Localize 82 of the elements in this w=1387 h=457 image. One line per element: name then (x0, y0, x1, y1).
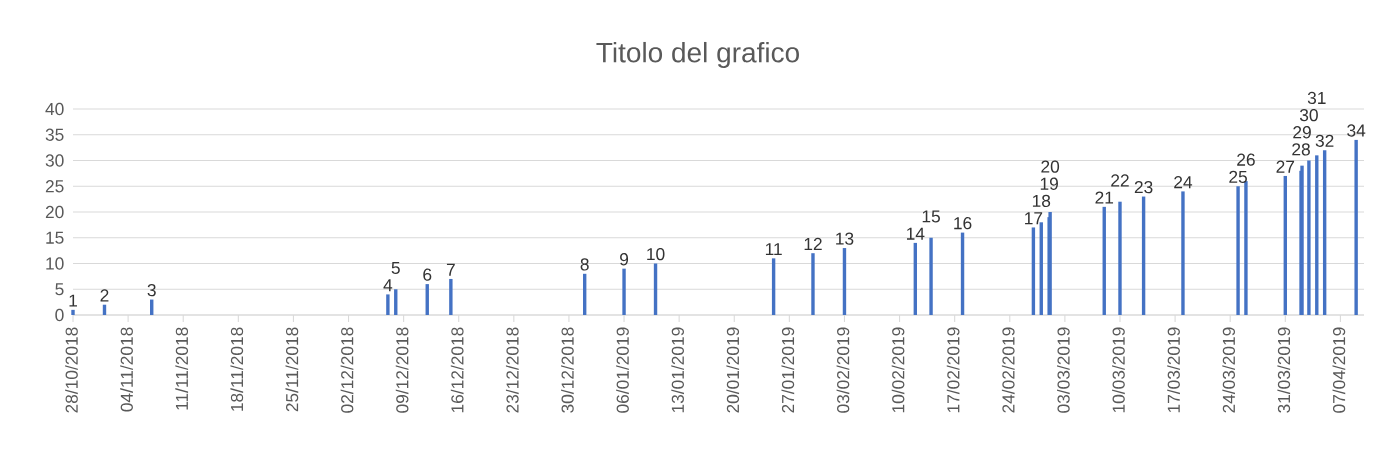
y-tick-label: 40 (45, 102, 64, 116)
x-tick-label: 10/02/2019 (891, 327, 905, 413)
x-tick-label: 18/11/2018 (230, 327, 244, 411)
bar (811, 253, 815, 315)
x-tick-label: 11/11/2018 (175, 327, 189, 410)
data-label: 15 (922, 210, 940, 223)
data-label: 34 (1347, 124, 1366, 137)
x-tick-label: 27/01/2019 (781, 327, 795, 413)
bar (1048, 212, 1052, 315)
x-tick-label: 23/12/2018 (505, 327, 519, 413)
data-label: 4 (383, 279, 393, 292)
data-label: 11 (765, 243, 782, 256)
data-label: 23 (1134, 181, 1153, 194)
data-label: 22 (1111, 174, 1129, 187)
data-label: 10 (647, 247, 665, 261)
bar (394, 289, 398, 315)
x-tick-label: 17/02/2019 (946, 327, 960, 413)
x-tick-label: 03/02/2019 (836, 327, 850, 413)
x-tick-label: 31/03/2019 (1277, 327, 1291, 413)
x-tick-label: 09/12/2018 (395, 327, 409, 413)
x-tick-label: 07/04/2019 (1332, 327, 1346, 413)
y-tick-label: 10 (46, 257, 64, 270)
data-label: 18 (1032, 194, 1051, 208)
y-tick-label: 30 (45, 154, 64, 167)
bar (929, 237, 933, 315)
data-label: 28 (1292, 143, 1310, 156)
bar (1181, 191, 1185, 315)
data-label: 19 (1040, 177, 1058, 190)
data-label: 6 (423, 268, 432, 281)
data-label: 25 (1229, 170, 1247, 183)
x-tick-label: 30/12/2018 (561, 327, 574, 413)
y-tick-label: 20 (45, 205, 64, 219)
bar (1118, 201, 1122, 315)
bar (1354, 139, 1358, 315)
data-label: 5 (391, 261, 400, 274)
bar (1300, 165, 1304, 315)
data-label: 16 (954, 217, 972, 230)
x-tick-label: 24/03/2019 (1222, 327, 1236, 413)
x-tick-label: 28/10/2018 (65, 327, 78, 413)
y-tick-label: 35 (45, 128, 64, 141)
data-label: 26 (1237, 153, 1255, 166)
x-tick-label: 24/02/2019 (1001, 327, 1015, 413)
data-label: 27 (1276, 160, 1295, 173)
data-label: 13 (836, 232, 854, 245)
bar (1236, 186, 1240, 315)
x-tick-label: 16/12/2018 (450, 327, 464, 413)
bar (622, 268, 626, 315)
data-label: 7 (446, 263, 455, 276)
data-label: 1 (69, 294, 77, 307)
x-tick-label: 04/11/2018 (120, 327, 133, 412)
data-label: 2 (100, 289, 109, 302)
chart-title: Titolo del grafico (596, 41, 799, 69)
data-label: 8 (580, 258, 589, 271)
y-tick-label: 5 (55, 283, 64, 296)
bar (386, 294, 390, 315)
x-tick-label: 20/01/2019 (726, 327, 740, 413)
data-label: 20 (1041, 160, 1060, 173)
bar (1244, 181, 1248, 315)
x-tick-label: 25/11/2018 (285, 327, 299, 412)
data-label: 17 (1025, 212, 1043, 225)
x-tick-label: 03/03/2019 (1056, 327, 1070, 413)
x-tick-label: 13/01/2019 (671, 327, 684, 413)
bar (449, 278, 453, 315)
data-label: 14 (906, 227, 925, 240)
y-tick-label: 15 (46, 231, 64, 244)
x-tick-label: 10/03/2019 (1112, 327, 1125, 413)
x-tick-label: 02/12/2018 (340, 327, 354, 413)
data-label: 29 (1293, 126, 1311, 139)
data-label: 32 (1315, 134, 1334, 147)
data-label: 24 (1174, 176, 1193, 189)
data-label: 21 (1095, 191, 1114, 204)
x-tick-label: 06/01/2019 (616, 327, 629, 413)
y-tick-label: 25 (45, 180, 64, 193)
data-label: 9 (620, 253, 629, 266)
data-label: 12 (804, 237, 822, 250)
x-tick-label: 17/03/2019 (1167, 327, 1180, 413)
data-label: 3 (147, 284, 156, 297)
data-label: 31 (1307, 91, 1326, 105)
data-label: 30 (1299, 108, 1318, 122)
bar (1307, 160, 1311, 315)
bar (71, 309, 75, 315)
y-tick-label: 0 (55, 308, 64, 322)
